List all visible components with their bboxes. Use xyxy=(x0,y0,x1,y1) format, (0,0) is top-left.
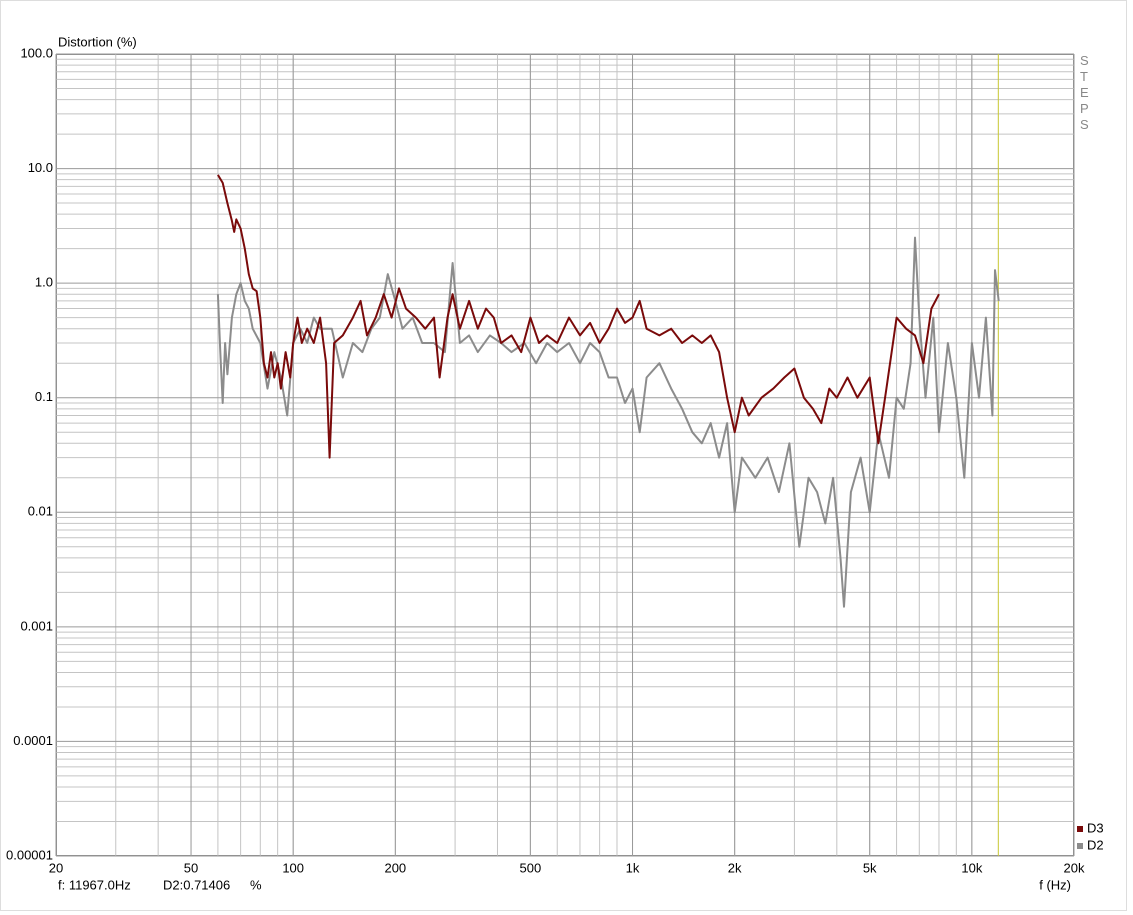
x-tick-label: 200 xyxy=(384,860,406,875)
x-axis-label: f (Hz) xyxy=(1039,877,1071,892)
x-tick-label: 500 xyxy=(520,860,542,875)
x-tick-label: 20 xyxy=(49,860,63,875)
y-tick-label: 0.00001 xyxy=(6,847,53,862)
y-tick-label: 10.0 xyxy=(28,160,53,175)
x-tick-label: 5k xyxy=(863,860,877,875)
readout-unit: % xyxy=(250,877,262,892)
legend-label: D3 xyxy=(1087,820,1104,835)
y-tick-label: 0.01 xyxy=(28,504,53,519)
legend-swatch xyxy=(1077,826,1083,832)
cursor-frequency: f: 11967.0Hz xyxy=(58,877,131,892)
x-tick-label: 50 xyxy=(184,860,198,875)
y-tick-label: 0.0001 xyxy=(13,733,53,748)
plot-area xyxy=(56,54,1074,856)
y-tick-label: 0.1 xyxy=(35,389,53,404)
legend-swatch xyxy=(1077,843,1083,849)
legend-label: D2 xyxy=(1087,837,1104,852)
x-tick-label: 1k xyxy=(626,860,640,875)
x-tick-label: 10k xyxy=(961,860,982,875)
x-tick-label: 20k xyxy=(1064,860,1085,875)
chart-title: Distortion (%) xyxy=(58,34,137,49)
y-tick-label: 1.0 xyxy=(35,275,53,290)
cursor-readout: D2:0.71406 xyxy=(163,877,230,892)
y-tick-label: 0.001 xyxy=(20,618,53,633)
y-tick-label: 100.0 xyxy=(20,45,53,60)
x-tick-label: 2k xyxy=(728,860,742,875)
series-line xyxy=(217,174,940,459)
x-tick-label: 100 xyxy=(282,860,304,875)
